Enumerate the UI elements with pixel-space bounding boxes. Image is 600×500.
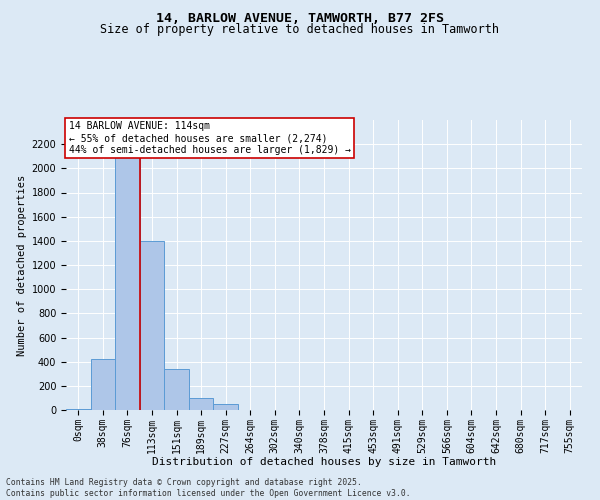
Text: Contains HM Land Registry data © Crown copyright and database right 2025.
Contai: Contains HM Land Registry data © Crown c… xyxy=(6,478,410,498)
X-axis label: Distribution of detached houses by size in Tamworth: Distribution of detached houses by size … xyxy=(152,457,496,467)
Bar xyxy=(189,398,214,410)
Y-axis label: Number of detached properties: Number of detached properties xyxy=(17,174,28,356)
Bar xyxy=(214,404,238,410)
Text: 14 BARLOW AVENUE: 114sqm
← 55% of detached houses are smaller (2,274)
44% of sem: 14 BARLOW AVENUE: 114sqm ← 55% of detach… xyxy=(68,122,350,154)
Bar xyxy=(91,359,115,410)
Bar xyxy=(140,241,164,410)
Text: Size of property relative to detached houses in Tamworth: Size of property relative to detached ho… xyxy=(101,22,499,36)
Bar xyxy=(164,369,189,410)
Bar xyxy=(115,135,140,410)
Text: 14, BARLOW AVENUE, TAMWORTH, B77 2FS: 14, BARLOW AVENUE, TAMWORTH, B77 2FS xyxy=(156,12,444,26)
